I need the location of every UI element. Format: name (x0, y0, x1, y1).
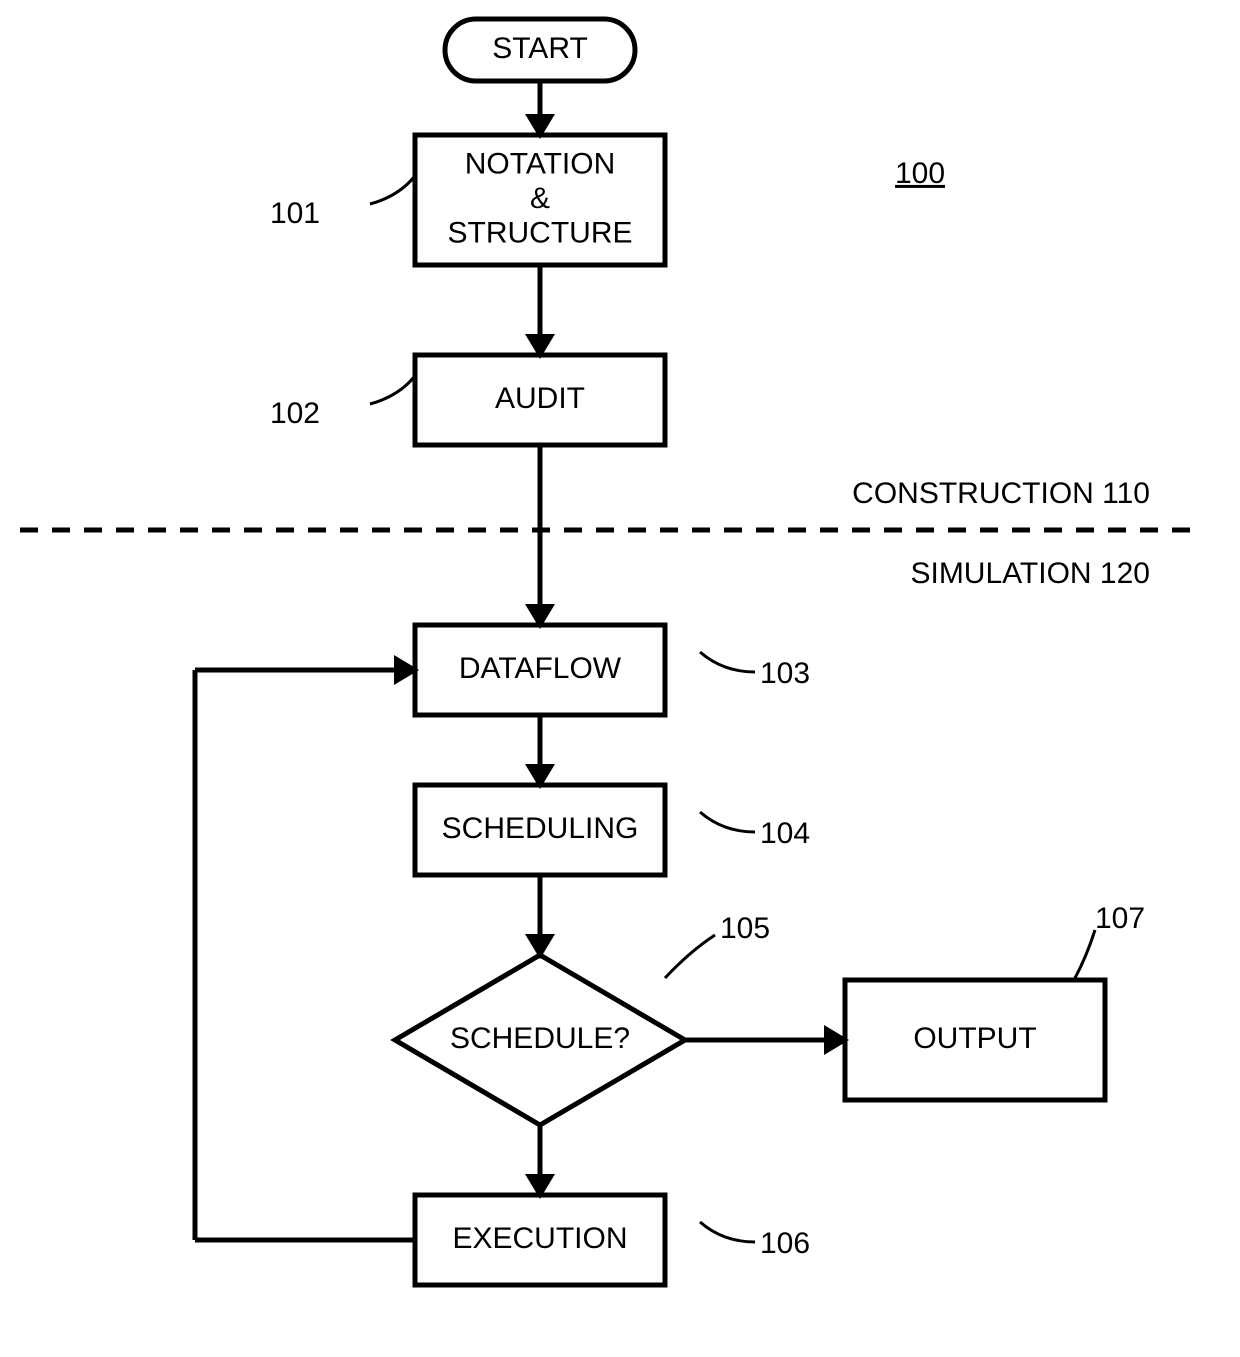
callout-leader-105 (665, 935, 715, 978)
flowchart-diagram: START NOTATION&STRUCTURE AUDIT DATAFLOW SCHE… (0, 0, 1240, 1357)
callout-leader-103 (700, 652, 755, 672)
callout-ref-105: 105 (720, 912, 770, 945)
node-label-notation: NOTATION (465, 147, 616, 180)
callout-ref-103: 103 (760, 657, 810, 690)
callout-leader-107 (1075, 930, 1095, 978)
callout-ref-106: 106 (760, 1227, 810, 1260)
section-label-simulation: SIMULATION 120 (910, 557, 1150, 590)
node-label-start: START (492, 32, 588, 65)
node-label-output: OUTPUT (913, 1022, 1036, 1055)
node-label-decision: SCHEDULE? (450, 1022, 630, 1055)
callout-ref-104: 104 (760, 817, 810, 850)
callout-leader-104 (700, 812, 755, 832)
node-label-audit: AUDIT (495, 382, 585, 415)
callout-ref-102: 102 (270, 397, 320, 430)
node-label-dataflow: DATAFLOW (459, 652, 622, 685)
callout-ref-101: 101 (270, 197, 320, 230)
figure-ref: 100 (895, 157, 945, 190)
node-label-execution: EXECUTION (452, 1222, 627, 1255)
callout-leader-101 (370, 177, 414, 204)
section-label-construction: CONSTRUCTION 110 (852, 477, 1150, 510)
callout-leader-106 (700, 1222, 755, 1242)
node-label-notation: & (530, 182, 550, 215)
callout-ref-107: 107 (1095, 902, 1145, 935)
node-label-notation: STRUCTURE (448, 216, 633, 249)
node-label-scheduling: SCHEDULING (442, 812, 639, 845)
callout-leader-102 (370, 377, 414, 404)
